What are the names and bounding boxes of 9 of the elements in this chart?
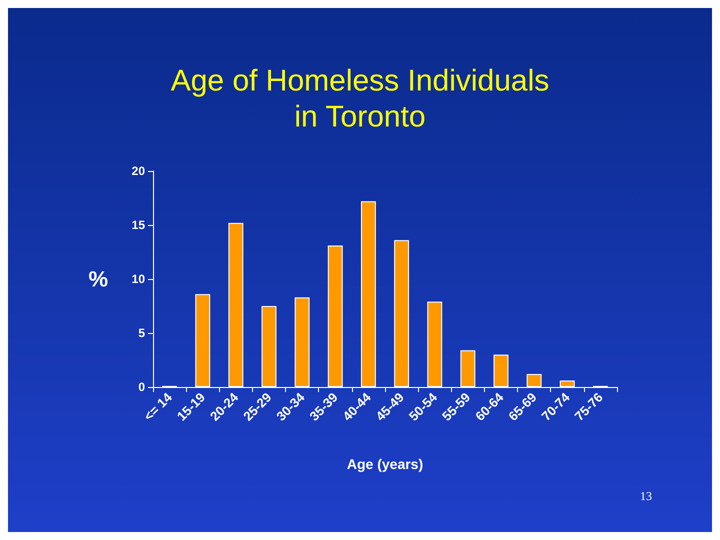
y-tick-label: 15 [132, 218, 146, 232]
y-tick-label: 0 [138, 380, 146, 394]
text: 13 [640, 489, 652, 503]
y-tick-label: 10 [132, 272, 146, 286]
y-tick-label: 5 [138, 326, 146, 340]
x-axis-title: Age (years) [346, 456, 424, 472]
y-tick-label: 20 [132, 164, 146, 178]
y-axis-title: % [88, 266, 108, 292]
chart-title: Age of Homeless Individuals in Toronto [170, 64, 550, 134]
